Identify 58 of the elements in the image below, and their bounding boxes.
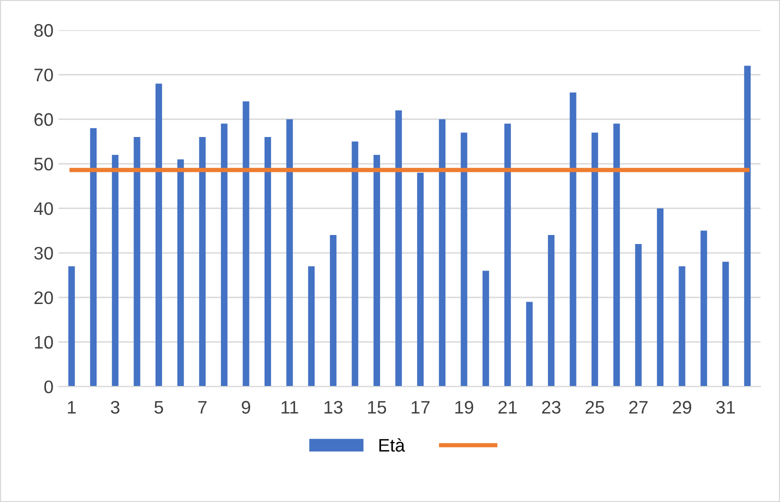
- bar: [635, 244, 642, 387]
- bar: [548, 235, 554, 387]
- bar: [330, 235, 336, 387]
- y-tick-label: 50: [34, 158, 53, 170]
- y-tick-label: 20: [34, 291, 53, 304]
- y-tick-label: 10: [34, 336, 53, 349]
- bar: [264, 137, 272, 387]
- y-tick-label: 60: [34, 113, 53, 126]
- x-tick-label: 23: [542, 400, 560, 414]
- bar: [460, 132, 468, 387]
- bar: [678, 266, 686, 387]
- bar: [526, 302, 533, 387]
- bar: [656, 208, 664, 387]
- y-tick-label: 70: [34, 68, 53, 82]
- bar: [134, 137, 140, 387]
- x-tick-label: 27: [629, 400, 648, 414]
- bar: [417, 172, 424, 387]
- bar: [504, 124, 511, 387]
- x-tick-label: 25: [586, 400, 604, 414]
- x-tick-label: 17: [412, 401, 430, 414]
- bar: [112, 154, 118, 387]
- legend-label: Età: [379, 438, 405, 452]
- bar: [199, 137, 206, 387]
- x-tick-label: 15: [368, 401, 386, 414]
- x-tick-label: 29: [672, 400, 692, 414]
- bar: [395, 110, 402, 387]
- bar: [438, 119, 446, 387]
- y-tick-label: 0: [44, 380, 53, 394]
- x-tick-label: 3: [110, 400, 120, 414]
- bar: [242, 101, 250, 387]
- bar: [592, 132, 598, 387]
- bar: [90, 128, 97, 387]
- bar: [177, 159, 184, 387]
- x-tick-label: 21: [498, 400, 517, 414]
- x-tick-label: 5: [154, 401, 164, 414]
- y-tick-label: 40: [34, 202, 53, 216]
- y-tick-label: 80: [34, 24, 53, 37]
- bar: [570, 92, 576, 387]
- bar: [220, 124, 228, 387]
- bar: [68, 266, 75, 387]
- bar: [482, 270, 490, 387]
- bar: [722, 262, 729, 387]
- x-tick-label: 1: [68, 401, 76, 414]
- x-tick-label: 9: [242, 400, 250, 414]
- x-tick-label: 31: [716, 400, 735, 414]
- x-tick-label: 11: [282, 401, 298, 414]
- bar: [374, 154, 380, 387]
- bar: [700, 230, 708, 387]
- bar: [352, 142, 358, 387]
- bar: [744, 66, 751, 387]
- x-tick-label: 7: [198, 401, 207, 414]
- x-tick-label: 13: [324, 400, 342, 414]
- y-tick-label: 30: [34, 246, 53, 260]
- bar: [308, 266, 315, 387]
- bar: [156, 84, 162, 387]
- bar: [286, 119, 293, 387]
- bar: [613, 124, 620, 387]
- x-tick-label: 19: [455, 400, 474, 414]
